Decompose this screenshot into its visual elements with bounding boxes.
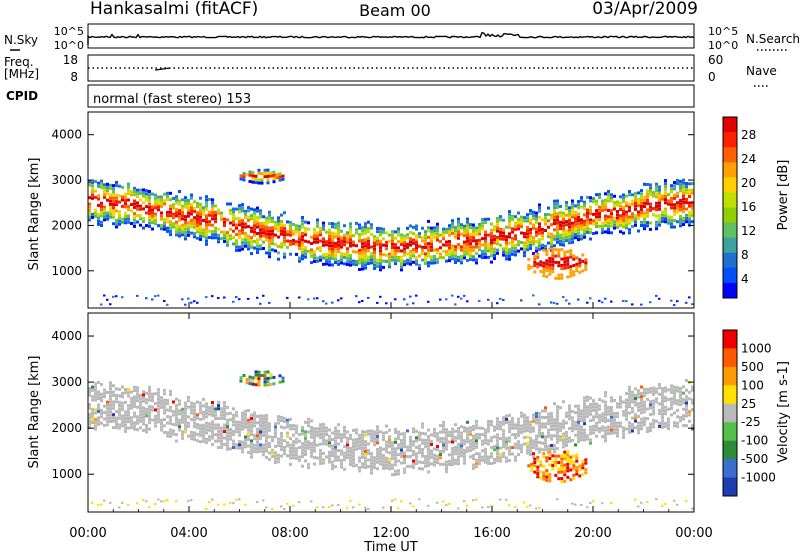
y-tick-label: 1000 bbox=[51, 264, 82, 278]
colorbar-segment bbox=[723, 366, 737, 386]
colorbar-tick-label: -100 bbox=[741, 434, 768, 448]
colorbar-segment bbox=[723, 192, 737, 208]
colorbar-tick-label: -1000 bbox=[741, 471, 776, 485]
colorbar-tick-label: 28 bbox=[741, 128, 756, 142]
y-tick-label: 2000 bbox=[51, 421, 82, 435]
y-tick-label: 1000 bbox=[51, 467, 82, 481]
x-tick-label: 12:00 bbox=[372, 526, 409, 541]
noise-left-tick-top: 10^5 bbox=[54, 25, 84, 38]
beam-title: Beam 00 bbox=[359, 1, 431, 20]
region-strong-echo-patch bbox=[527, 247, 588, 280]
noise-left-label: N.Sky bbox=[4, 33, 38, 47]
nave-right-tick-top: 60 bbox=[708, 53, 723, 67]
nave-label: Nave bbox=[746, 64, 777, 78]
frequency-wiggle bbox=[154, 67, 171, 71]
y-tick-label: 3000 bbox=[51, 375, 82, 389]
colorbar-tick-label: -500 bbox=[741, 452, 768, 466]
colorbar-tick-label: 12 bbox=[741, 224, 756, 238]
velocity-ylabel: Slant Range [km] bbox=[27, 356, 42, 469]
colorbar-segment bbox=[723, 162, 737, 178]
x-tick-label: 00:00 bbox=[675, 526, 712, 541]
colorbar-tick-label: 100 bbox=[741, 378, 764, 392]
cpid-panel: CPID normal (fast stereo) 153 bbox=[6, 84, 695, 108]
region-fast-echo-patch bbox=[527, 450, 588, 484]
x-tick-label: 08:00 bbox=[271, 526, 308, 541]
colorbar-segment bbox=[723, 237, 737, 254]
noise-panel: N.Sky 10^5 10^0 10^5 10^0 N.Search bbox=[4, 23, 800, 52]
colorbar-segment bbox=[723, 282, 737, 299]
colorbar-tick-label: 24 bbox=[741, 152, 756, 166]
power-panel: 4000 3000 2000 1000 Slant Range [km] 28 24 20… bbox=[27, 111, 791, 309]
colorbar-tick-label: 500 bbox=[741, 360, 764, 374]
colorbar-segment bbox=[723, 385, 737, 405]
colorbar-tick-label: 4 bbox=[741, 272, 749, 286]
y-tick-label: 4000 bbox=[51, 329, 82, 343]
y-tick-label: 3000 bbox=[51, 173, 82, 187]
colorbar-tick-label: -25 bbox=[741, 415, 761, 429]
colorbar-segment bbox=[723, 147, 737, 163]
time-axis: 00:00 04:00 08:00 12:00 16:00 20:00 00:00 bbox=[69, 302, 713, 541]
colorbar-segment bbox=[723, 222, 737, 239]
colorbar-segment bbox=[723, 117, 737, 133]
frequency-panel: Freq. [MHz] 18 8 60 0 Nave bbox=[4, 53, 777, 87]
colorbar-segment bbox=[723, 459, 737, 478]
freq-label-2: [MHz] bbox=[4, 67, 39, 81]
colorbar-segment bbox=[723, 422, 737, 442]
colorbar-segment bbox=[723, 177, 737, 193]
colorbar-segment bbox=[723, 207, 737, 224]
colorbar-segment bbox=[723, 132, 737, 148]
near-range-clutter bbox=[100, 294, 694, 306]
x-tick-label: 16:00 bbox=[473, 526, 510, 541]
velocity-cbar-label: Velocity [m s-1] bbox=[776, 361, 791, 463]
date-title: 03/Apr/2009 bbox=[592, 0, 698, 19]
colorbar-segment bbox=[723, 440, 737, 460]
noise-trace bbox=[87, 31, 695, 45]
region-ground-scatter-band bbox=[88, 379, 694, 477]
time-axis-label: Time UT bbox=[363, 540, 417, 554]
region-far-range-patch bbox=[239, 168, 285, 185]
cpid-label: CPID bbox=[6, 89, 38, 103]
power-ylabel: Slant Range [km] bbox=[27, 158, 42, 271]
colorbar-tick-label: 20 bbox=[741, 176, 756, 190]
velocity-panel: 4000 3000 2000 1000 Slant Range [km] 1000 50… bbox=[27, 312, 791, 513]
colorbar-segment bbox=[723, 267, 737, 284]
station-title: Hankasalmi (fitACF) bbox=[90, 0, 258, 19]
colorbar-segment bbox=[723, 403, 737, 423]
cpid-mode-text: normal (fast stereo) 153 bbox=[93, 92, 251, 107]
colorbar-tick-label: 1000 bbox=[741, 341, 772, 355]
power-colorbar: 28 24 20 16 12 8 4 bbox=[722, 116, 756, 299]
x-tick-label: 00:00 bbox=[69, 526, 106, 541]
noise-left-tick-bottom: 10^0 bbox=[54, 39, 84, 52]
colorbar-segment bbox=[723, 252, 737, 269]
noise-right-tick-top: 10^5 bbox=[708, 25, 738, 38]
region-main-scatter-band bbox=[88, 178, 694, 272]
power-cbar-label: Power [dB] bbox=[776, 160, 791, 231]
freq-label-1: Freq. bbox=[4, 55, 34, 69]
colorbar-segment bbox=[723, 330, 737, 349]
nave-right-tick-bottom: 0 bbox=[708, 70, 716, 84]
x-tick-label: 04:00 bbox=[170, 526, 207, 541]
region-far-range-patch bbox=[239, 370, 285, 387]
freq-left-tick-top: 18 bbox=[63, 53, 78, 67]
y-tick-label: 2000 bbox=[51, 218, 82, 232]
x-tick-label: 20:00 bbox=[574, 526, 611, 541]
colorbar-segment bbox=[723, 477, 737, 497]
power-scatter-regions bbox=[88, 168, 694, 306]
colorbar-tick-label: 25 bbox=[741, 397, 756, 411]
freq-left-tick-bottom: 8 bbox=[70, 70, 78, 84]
y-tick-label: 4000 bbox=[51, 128, 82, 142]
noise-right-label: N.Search bbox=[746, 32, 800, 46]
near-range-clutter bbox=[91, 498, 694, 511]
colorbar-segment bbox=[723, 348, 737, 368]
colorbar-tick-label: 8 bbox=[741, 248, 749, 262]
colorbar-tick-label: 16 bbox=[741, 200, 756, 214]
noise-right-tick-bottom: 10^0 bbox=[708, 39, 738, 52]
velocity-colorbar: 1000 500 100 25 -25 -100 -500 -1000 bbox=[722, 329, 776, 497]
velocity-scatter-regions bbox=[88, 370, 694, 511]
